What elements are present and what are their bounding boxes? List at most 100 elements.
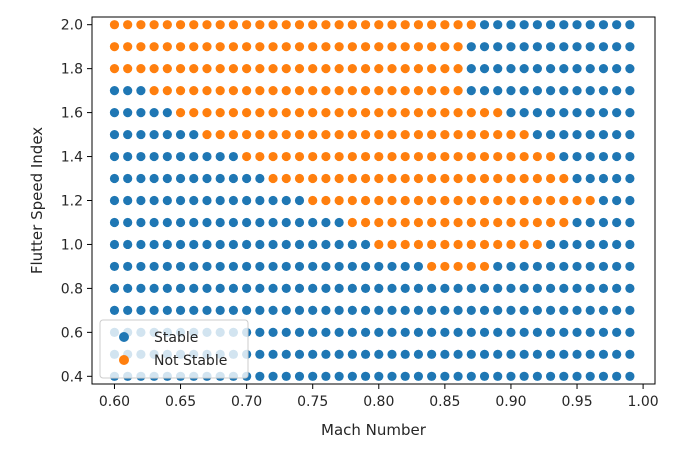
data-point-not-stable xyxy=(427,173,437,184)
data-point-stable xyxy=(149,129,159,140)
data-point-stable xyxy=(123,283,133,293)
data-point-stable xyxy=(519,86,529,96)
data-point-stable xyxy=(400,305,410,315)
data-point-stable xyxy=(149,283,159,293)
data-point-not-stable xyxy=(387,86,397,96)
data-point-stable xyxy=(123,239,133,250)
data-point-not-stable xyxy=(387,217,397,228)
data-point-not-stable xyxy=(334,20,344,30)
data-point-not-stable xyxy=(585,195,595,206)
data-point-stable xyxy=(334,371,344,381)
data-point-stable xyxy=(162,217,172,228)
data-point-stable xyxy=(175,129,186,140)
legend-box xyxy=(99,319,249,379)
data-point-stable xyxy=(585,283,595,293)
data-point-not-stable xyxy=(175,42,186,52)
data-point-stable xyxy=(308,261,318,272)
data-point-stable xyxy=(612,217,622,228)
data-point-stable xyxy=(347,371,357,381)
data-point-not-stable xyxy=(453,42,463,52)
data-point-not-stable xyxy=(479,217,490,228)
x-tick-label: 0.90 xyxy=(495,394,526,410)
data-point-stable xyxy=(413,283,424,293)
data-point-not-stable xyxy=(466,239,476,250)
data-point-not-stable xyxy=(149,20,159,30)
data-point-stable xyxy=(598,151,609,162)
data-point-stable xyxy=(189,261,199,272)
data-point-not-stable xyxy=(255,42,265,52)
data-point-not-stable xyxy=(479,195,490,206)
data-point-not-stable xyxy=(175,64,186,74)
data-point-not-stable xyxy=(321,42,331,52)
data-point-stable xyxy=(162,261,172,272)
data-point-not-stable xyxy=(506,129,516,140)
data-point-stable xyxy=(294,283,305,293)
data-point-stable xyxy=(294,371,305,381)
data-point-stable xyxy=(123,261,133,272)
data-point-stable xyxy=(242,305,252,315)
data-point-stable xyxy=(228,283,239,293)
data-point-not-stable xyxy=(347,42,357,52)
data-point-stable xyxy=(466,283,476,293)
data-point-not-stable xyxy=(294,86,305,96)
data-point-stable xyxy=(545,42,556,52)
data-point-not-stable xyxy=(413,195,424,206)
data-point-stable xyxy=(347,283,357,293)
data-point-stable xyxy=(585,173,595,184)
data-point-stable xyxy=(506,327,516,337)
data-point-stable xyxy=(123,129,133,140)
data-point-stable xyxy=(268,195,278,206)
data-point-not-stable xyxy=(202,108,212,118)
data-point-stable xyxy=(123,217,133,228)
data-point-stable xyxy=(175,151,186,162)
data-point-stable xyxy=(123,195,133,206)
x-axis-ticks: 0.60 0.65 0.70 0.75 0.80 0.85 0.90 0.95 1.00 xyxy=(99,384,659,410)
data-point-not-stable xyxy=(453,261,463,272)
data-point-stable xyxy=(136,86,146,96)
data-point-stable xyxy=(136,217,146,228)
data-point-stable xyxy=(189,173,199,184)
data-point-stable xyxy=(202,305,212,315)
data-point-stable xyxy=(585,64,595,74)
data-point-stable xyxy=(612,173,622,184)
data-point-stable xyxy=(255,195,265,206)
data-point-stable xyxy=(215,217,225,228)
data-point-not-stable xyxy=(387,20,397,30)
data-point-not-stable xyxy=(387,129,397,140)
data-point-stable xyxy=(440,305,450,315)
data-point-stable xyxy=(294,305,305,315)
data-point-stable xyxy=(506,371,516,381)
data-point-not-stable xyxy=(202,64,212,74)
data-point-stable xyxy=(387,305,397,315)
data-point-not-stable xyxy=(440,239,450,250)
data-point-stable xyxy=(493,64,503,74)
data-point-not-stable xyxy=(440,173,450,184)
data-point-not-stable xyxy=(427,261,437,272)
data-point-stable xyxy=(242,283,252,293)
data-point-stable xyxy=(308,371,318,381)
data-point-not-stable xyxy=(532,173,542,184)
data-point-stable xyxy=(519,327,529,337)
data-point-stable xyxy=(532,42,542,52)
data-point-stable xyxy=(493,371,503,381)
data-point-stable xyxy=(149,151,159,162)
data-point-stable xyxy=(308,239,318,250)
data-point-stable xyxy=(281,349,291,359)
data-point-stable xyxy=(453,349,463,359)
data-point-stable xyxy=(532,261,542,272)
y-tick-label: 0.6 xyxy=(61,325,83,341)
data-point-stable xyxy=(625,327,635,337)
data-point-stable xyxy=(123,151,133,162)
data-point-not-stable xyxy=(215,129,225,140)
data-point-not-stable xyxy=(519,151,529,162)
data-point-not-stable xyxy=(189,86,199,96)
data-point-stable xyxy=(598,86,609,96)
data-point-stable xyxy=(572,108,582,118)
data-point-stable xyxy=(519,64,529,74)
data-point-not-stable xyxy=(281,64,291,74)
data-point-stable xyxy=(493,283,503,293)
data-point-not-stable xyxy=(466,261,476,272)
data-point-not-stable xyxy=(268,64,278,74)
data-point-stable xyxy=(440,371,450,381)
data-point-stable xyxy=(559,151,569,162)
